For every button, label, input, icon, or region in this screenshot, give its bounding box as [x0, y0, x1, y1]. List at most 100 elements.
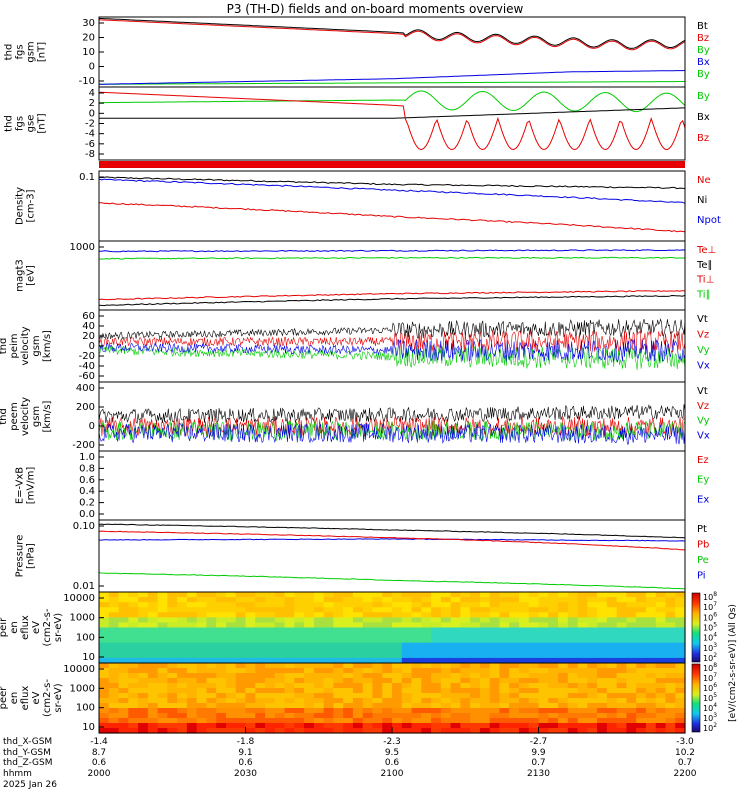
heatmap-cell — [372, 647, 383, 654]
heatmap-cell — [294, 708, 305, 714]
heatmap-cell — [548, 693, 559, 699]
heatmap-cell — [645, 607, 657, 613]
heatmap-cell — [606, 652, 618, 659]
heatmap-cell — [538, 602, 549, 608]
heatmap-cell — [245, 668, 256, 674]
heatmap-cell — [431, 657, 442, 664]
heatmap-cell — [304, 693, 315, 699]
heatmap-cell — [528, 683, 540, 689]
heatmap-cell — [460, 663, 471, 669]
colorbar-tick: 105 — [703, 622, 717, 633]
heatmap-cell — [343, 728, 354, 734]
heatmap-cell — [479, 683, 491, 689]
heatmap-cell — [323, 688, 334, 694]
heatmap-cell — [333, 617, 344, 624]
heatmap-cell — [450, 723, 461, 729]
heatmap-cell — [411, 713, 422, 719]
series-line-Npot — [98, 178, 686, 204]
heatmap-cell — [323, 683, 334, 689]
heatmap-cell — [577, 693, 588, 699]
heatmap-cell — [128, 698, 139, 704]
heatmap-cell — [440, 703, 452, 709]
heatmap-cell — [274, 647, 286, 654]
heatmap-cell — [372, 627, 383, 634]
heatmap-cell — [196, 693, 208, 699]
heatmap-cell — [304, 612, 315, 618]
y-tick-label: 40 — [82, 321, 95, 332]
heatmap-cell — [206, 698, 217, 704]
heatmap-cell — [245, 642, 256, 649]
heatmap-cell — [479, 698, 491, 704]
heatmap-cell — [411, 723, 422, 729]
heatmap-cell — [274, 663, 286, 669]
heatmap-cell — [392, 668, 403, 674]
heatmap-cell — [138, 632, 149, 639]
heatmap-cell — [343, 627, 354, 634]
heatmap-cell — [577, 597, 588, 603]
heatmap-cell — [470, 688, 481, 694]
heatmap-cell — [616, 612, 627, 618]
heatmap-cell — [636, 688, 647, 694]
heatmap-cell — [509, 673, 520, 679]
heatmap-cell — [431, 693, 442, 699]
series-line-Pb — [98, 530, 686, 551]
colorbar — [691, 592, 701, 663]
heatmap-cell — [284, 627, 295, 634]
heatmap-cell — [333, 612, 344, 618]
heatmap-cell — [440, 622, 452, 629]
heatmap-cell — [196, 657, 208, 664]
heatmap-cell — [509, 678, 520, 684]
heatmap-cell — [245, 713, 256, 719]
heatmap-cell — [509, 622, 520, 629]
heatmap-cell — [186, 602, 198, 608]
y-tick-label: 100 — [76, 703, 95, 714]
heatmap-cell — [274, 688, 286, 694]
heatmap-cell — [558, 673, 569, 679]
heatmap-cell — [470, 622, 481, 629]
heatmap-cell — [177, 673, 188, 679]
heatmap-cell — [186, 703, 198, 709]
heatmap-cell — [499, 663, 510, 669]
heatmap-cell — [518, 673, 530, 679]
heatmap-cell — [440, 673, 452, 679]
heatmap-cell — [304, 668, 315, 674]
heatmap-cell — [138, 627, 149, 634]
heatmap-cell — [372, 612, 383, 618]
heatmap-cell — [431, 632, 442, 639]
heatmap-cell — [528, 647, 540, 654]
legend-entry: Pi — [697, 571, 706, 582]
heatmap-cell — [323, 657, 334, 664]
heatmap-cell — [606, 703, 618, 709]
heatmap-cell — [304, 718, 315, 724]
heatmap-cell — [362, 683, 374, 689]
heatmap-cell — [567, 642, 579, 649]
heatmap-cell — [489, 663, 501, 669]
heatmap-cell — [431, 612, 442, 618]
heatmap-cell — [362, 627, 374, 634]
heatmap-cell — [147, 728, 159, 734]
x-axis-row-label: thd_X-GSM — [3, 737, 52, 747]
heatmap-cell — [597, 683, 608, 689]
heatmap-cell — [528, 652, 540, 659]
heatmap-cell — [587, 627, 598, 634]
heatmap-cell — [528, 673, 540, 679]
heatmap-cell — [362, 723, 374, 729]
y-tick-label: 1000 — [70, 613, 95, 624]
heatmap-cell — [518, 688, 530, 694]
heatmap-cell — [567, 673, 579, 679]
x-tick-y: 9.1 — [238, 748, 252, 758]
heatmap-cell — [616, 632, 627, 639]
heatmap-cell — [655, 652, 667, 659]
heatmap-cell — [401, 698, 413, 704]
heatmap-cell — [587, 688, 598, 694]
heatmap-cell — [225, 683, 237, 689]
colorbar-tick: 103 — [703, 642, 717, 653]
heatmap-cell — [567, 693, 579, 699]
heatmap-cell — [118, 723, 129, 729]
heatmap-cell — [401, 703, 413, 709]
heatmap-cell — [255, 602, 266, 608]
panel-peir_en_eflux — [98, 591, 701, 664]
heatmap-cell — [392, 632, 403, 639]
heatmap-cell — [558, 617, 569, 624]
heatmap-cell — [138, 713, 149, 719]
